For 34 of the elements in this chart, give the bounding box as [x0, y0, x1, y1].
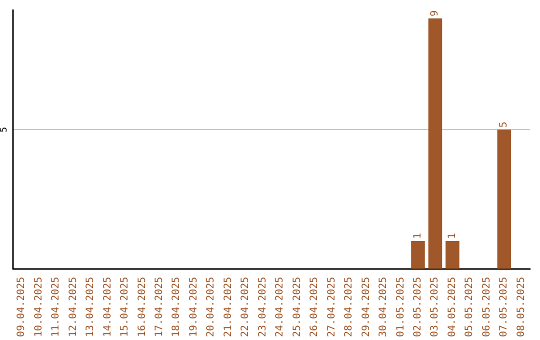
x-tick-label: 18.04.2025: [171, 276, 182, 338]
x-tick-label: 06.05.2025: [481, 276, 492, 338]
x-tick-label: 03.05.2025: [430, 276, 441, 338]
x-tick-label: 30.04.2025: [378, 276, 390, 338]
x-tick-label: 16.04.2025: [136, 276, 148, 338]
x-tick-label: 25.04.2025: [292, 276, 303, 338]
x-tick-label: 20.04.2025: [206, 276, 217, 338]
x-tick-label: 19.04.2025: [188, 276, 200, 338]
x-tick-label: 22.04.2025: [240, 276, 252, 338]
x-tick-label: 04.05.2025: [446, 276, 458, 338]
x-tick-label: 26.04.2025: [309, 276, 320, 338]
x-tick-label: 13.04.2025: [85, 276, 96, 338]
x-tick-label: 01.05.2025: [395, 276, 406, 338]
x-tick-label: 15.04.2025: [120, 276, 131, 338]
x-tick-label: 12.04.2025: [68, 276, 79, 338]
x-tick-label: 08.05.2025: [516, 276, 527, 338]
x-tick-label: 29.04.2025: [360, 276, 372, 338]
x-tick-label: 28.04.2025: [344, 276, 355, 338]
x-tick-label: 17.04.2025: [154, 276, 165, 338]
x-tick-label: 07.05.2025: [498, 276, 510, 338]
x-tick-label: 11.04.2025: [50, 276, 62, 338]
x-tick-label: 24.04.2025: [274, 276, 286, 338]
x-tick-label: 02.05.2025: [412, 276, 424, 338]
data-label: 9: [430, 10, 441, 16]
x-tick-label: 27.04.2025: [326, 276, 338, 338]
data-label: 1: [446, 232, 458, 239]
x-tick-label: 23.04.2025: [257, 276, 268, 338]
x-tick-label: 05.05.2025: [464, 276, 476, 338]
x-tick-label: 10.04.2025: [33, 276, 44, 338]
x-tick-label: 21.04.2025: [222, 276, 234, 338]
data-label: 5: [498, 122, 510, 128]
data-label: 1: [412, 232, 424, 239]
x-tick-label: 09.04.2025: [16, 276, 28, 338]
x-tick-label: 14.04.2025: [102, 276, 114, 338]
